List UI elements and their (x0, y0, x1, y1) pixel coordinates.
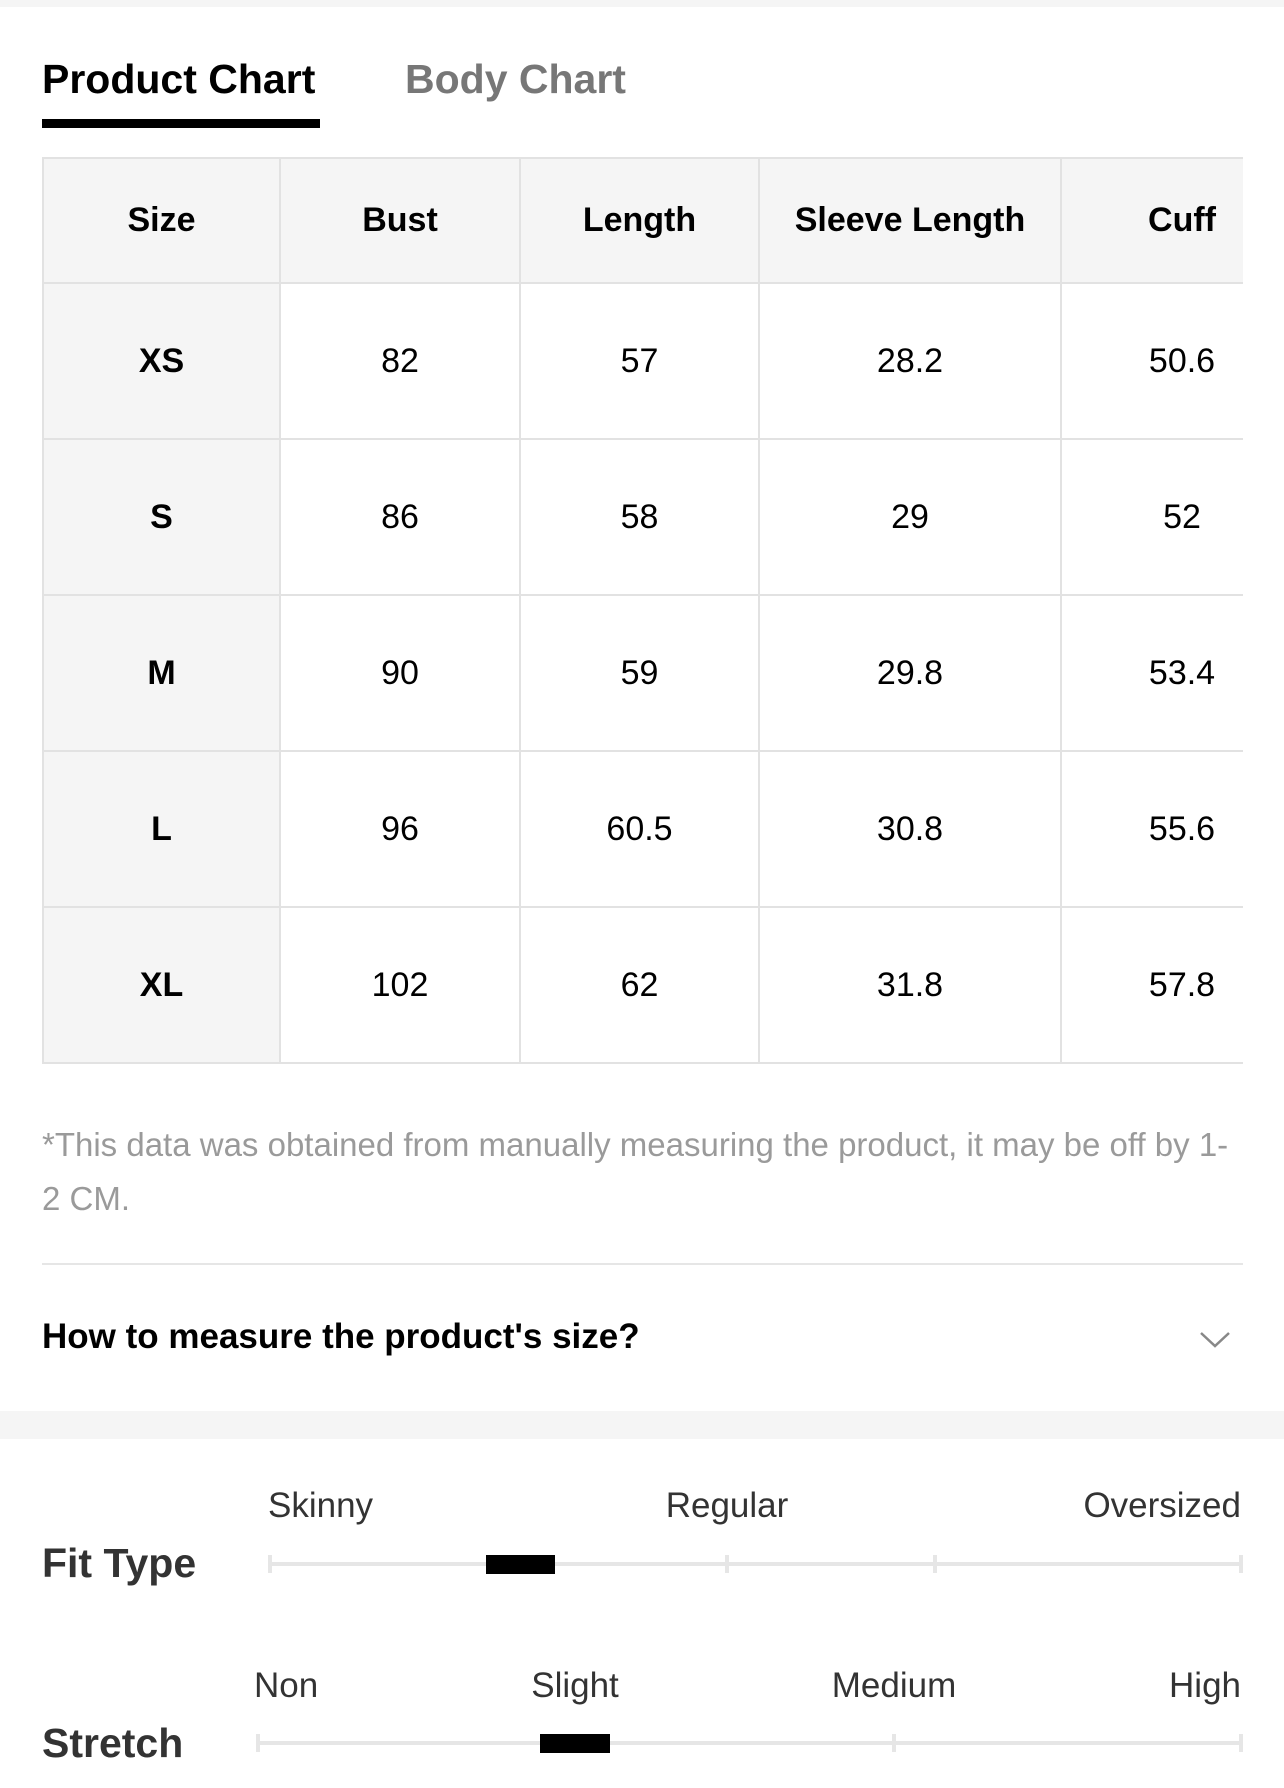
chevron (1200, 1332, 1230, 1348)
value-cell: 90 (279, 594, 521, 752)
chevron-down[interactable] (1198, 1328, 1232, 1350)
tab-body-chart[interactable]: Body Chart (405, 56, 626, 102)
value-cell: 52 (1060, 438, 1243, 596)
size-cell: M (42, 594, 281, 752)
tab-product-chart[interactable]: Product Chart (42, 56, 316, 102)
table-row: M 90 59 29.8 53.4 (42, 594, 1243, 752)
value-cell: 50.6 (1060, 282, 1243, 440)
header-row: Size Bust Length Sleeve Length Cuff (42, 157, 1243, 284)
value-cell: 60.5 (519, 750, 760, 908)
value-cell: 96 (279, 750, 521, 908)
size-cell: XS (42, 282, 281, 440)
scale-label: High (1169, 1666, 1241, 1705)
value-cell: 57 (519, 282, 760, 440)
header-cell: Size (42, 157, 281, 284)
track-tick (256, 1734, 260, 1752)
track-tick (1239, 1734, 1243, 1752)
fit-track (270, 1562, 1241, 1566)
header-cell: Sleeve Length (758, 157, 1062, 284)
value-cell: 29.8 (758, 594, 1062, 752)
track-tick (933, 1555, 937, 1573)
stretch-indicator (540, 1734, 610, 1753)
value-cell: 30.8 (758, 750, 1062, 908)
fit-indicator (486, 1555, 555, 1574)
size-cell: S (42, 438, 281, 596)
table-row: S 86 58 29 52 (42, 438, 1243, 596)
measure-question[interactable]: How to measure the product's size? (42, 1317, 640, 1356)
table-row: L 96 60.5 30.8 55.6 (42, 750, 1243, 908)
stretch-track (258, 1741, 1241, 1745)
size-cell: XL (42, 906, 281, 1064)
value-cell: 57.8 (1060, 906, 1243, 1064)
value-cell: 55.6 (1060, 750, 1243, 908)
section-band (0, 1411, 1284, 1439)
size-cell: L (42, 750, 281, 908)
size-table-wrap: Size Bust Length Sleeve Length Cuff XS 82 57 28.… (42, 157, 1243, 1073)
scale-label: Regular (665, 1486, 789, 1525)
value-cell: 28.2 (758, 282, 1062, 440)
table-row: XL 102 62 31.8 57.8 (42, 906, 1243, 1064)
divider (42, 1263, 1243, 1265)
scale-label: Oversized (1083, 1486, 1241, 1525)
table-row: XS 82 57 28.2 50.6 (42, 282, 1243, 440)
value-cell: 86 (279, 438, 521, 596)
header-cell: Cuff (1060, 157, 1243, 284)
header-cell: Length (519, 157, 760, 284)
value-cell: 59 (519, 594, 760, 752)
value-cell: 62 (519, 906, 760, 1064)
size-table: Size Bust Length Sleeve Length Cuff XS 82 57 28.… (42, 157, 1243, 1064)
value-cell: 82 (279, 282, 521, 440)
top-band (0, 0, 1284, 7)
value-cell: 102 (279, 906, 521, 1064)
scale-label: Medium (831, 1666, 957, 1705)
value-cell: 31.8 (758, 906, 1062, 1064)
track-tick (268, 1555, 272, 1573)
scale-label: Slight (531, 1666, 619, 1705)
value-cell: 53.4 (1060, 594, 1243, 752)
value-cell: 29 (758, 438, 1062, 596)
header-cell: Bust (279, 157, 521, 284)
stretch-label: Stretch (42, 1720, 184, 1766)
fit-type-label: Fit Type (42, 1540, 197, 1586)
scale-label: Non (254, 1666, 319, 1705)
track-tick (1239, 1555, 1243, 1573)
track-tick (725, 1555, 729, 1573)
tab-underline (42, 119, 320, 128)
track-tick (892, 1734, 896, 1752)
value-cell: 58 (519, 438, 760, 596)
note: *This data was obtained from manually me… (42, 1126, 1229, 1217)
scale-label: Skinny (268, 1486, 374, 1525)
